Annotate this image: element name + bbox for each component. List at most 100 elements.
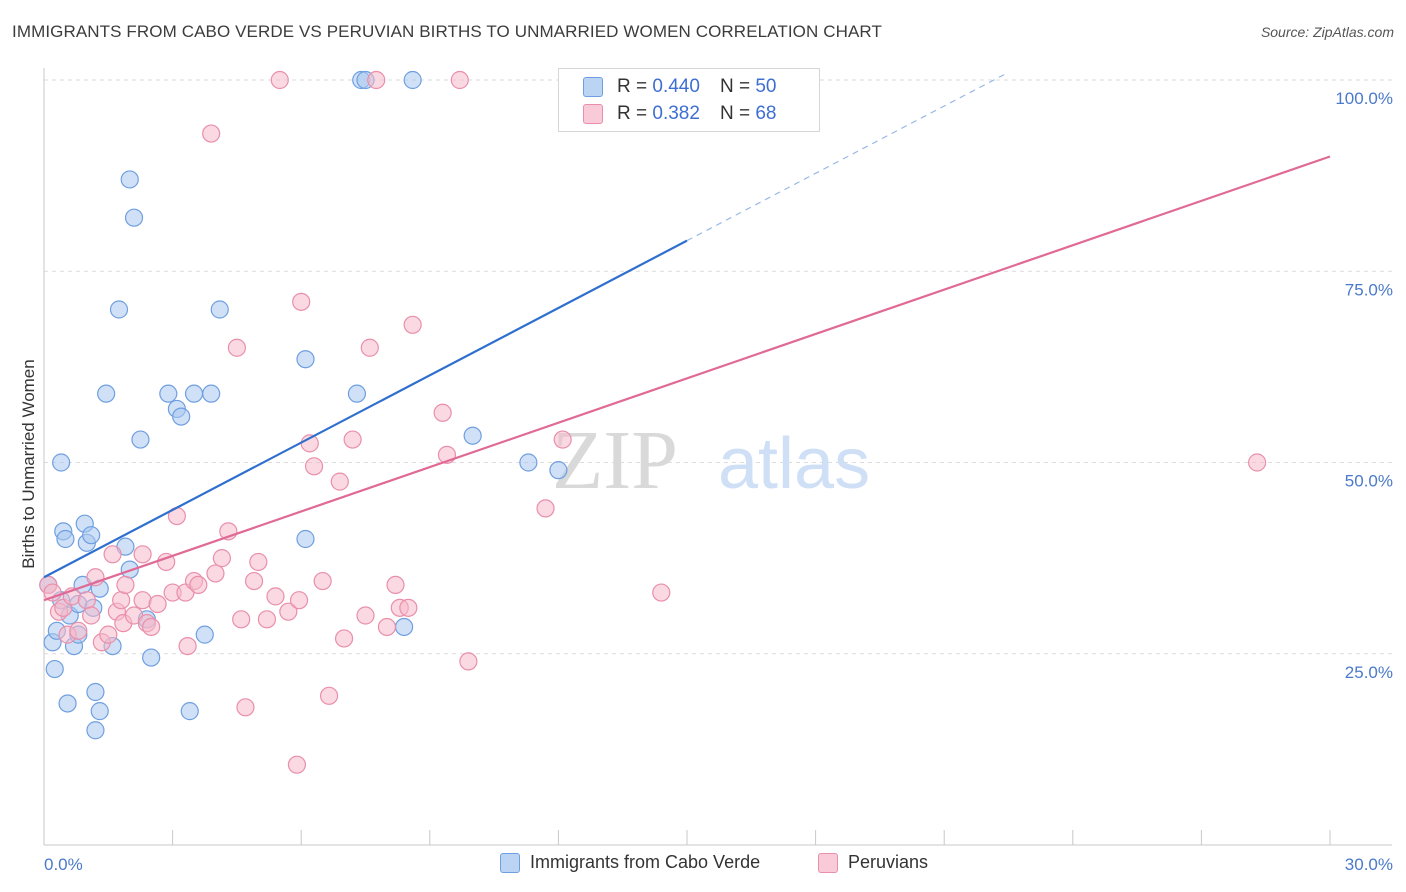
y-axis-label: Births to Unmarried Women — [19, 359, 38, 568]
data-point-peruvians — [77, 591, 96, 610]
data-point-peruvians — [304, 457, 324, 476]
trend-line-cabo-verde — [43, 239, 688, 579]
legend-row-cabo-verde: R = 0.440 N = 50 — [583, 75, 776, 99]
data-point-cabo-verde — [56, 529, 75, 549]
chart-title: IMMIGRANTS FROM CABO VERDE VS PERUVIAN B… — [12, 22, 882, 41]
legend-n-value: 50 — [755, 76, 777, 97]
data-point-peruvians — [236, 698, 255, 717]
data-point-cabo-verde — [58, 694, 77, 713]
points-layer — [39, 70, 1267, 774]
legend-n-value: 68 — [755, 103, 777, 124]
data-point-cabo-verde — [519, 453, 538, 472]
y-tick-label: 100.0% — [1335, 89, 1393, 108]
data-point-cabo-verde — [97, 384, 116, 403]
data-point-cabo-verde — [86, 721, 105, 740]
trend-line-peruvians — [43, 155, 1331, 602]
data-point-cabo-verde — [184, 384, 204, 403]
legend-r-label: R = — [617, 103, 648, 124]
data-point-cabo-verde — [52, 453, 71, 472]
data-point-cabo-verde — [82, 526, 101, 545]
data-point-peruvians — [292, 292, 311, 311]
data-point-cabo-verde — [347, 384, 367, 403]
legend-n-label: N = — [719, 103, 751, 124]
data-point-peruvians — [343, 430, 362, 449]
y-tick-label: 25.0% — [1345, 663, 1393, 682]
legend-r-value: 0.382 — [652, 103, 700, 124]
data-point-cabo-verde — [296, 350, 315, 369]
series-legend-label: Immigrants from Cabo Verde — [530, 852, 761, 872]
data-point-peruvians — [99, 625, 118, 644]
axis-layer — [43, 68, 1392, 846]
x-tick-label-min: 0.0% — [44, 855, 83, 874]
data-point-peruvians — [69, 621, 88, 640]
data-point-cabo-verde — [124, 208, 144, 227]
data-point-peruvians — [270, 70, 289, 90]
data-point-peruvians — [82, 606, 101, 625]
data-point-cabo-verde — [296, 529, 315, 549]
data-point-peruvians — [244, 571, 264, 591]
data-point-peruvians — [279, 602, 298, 621]
y-tick-label: 75.0% — [1345, 280, 1393, 299]
data-point-peruvians — [189, 575, 208, 595]
series-swatch-blue — [500, 852, 520, 873]
data-point-cabo-verde — [180, 702, 199, 721]
data-point-peruvians — [212, 549, 231, 568]
data-point-peruvians — [330, 472, 349, 491]
data-point-peruvians — [399, 598, 418, 617]
watermark: ZIP atlas — [552, 414, 870, 507]
data-point-peruvians — [459, 652, 478, 671]
data-point-peruvians — [403, 315, 422, 334]
series-legend-label: Peruvians — [848, 852, 929, 872]
data-point-cabo-verde — [210, 300, 229, 319]
correlation-legend: R = 0.440 N = 50 R = 0.382 N = 68 — [558, 68, 820, 132]
data-point-peruvians — [287, 755, 307, 774]
data-point-peruvians — [227, 338, 246, 357]
data-point-peruvians — [386, 575, 405, 595]
series-legend-item-cabo-verde[interactable]: Immigrants from Cabo Verde — [500, 852, 760, 873]
legend-n-label: N = — [719, 76, 751, 97]
data-point-cabo-verde — [131, 430, 150, 449]
data-point-peruvians — [202, 124, 221, 143]
data-point-peruvians — [232, 610, 251, 629]
series-legend-item-peruvians[interactable]: Peruvians — [818, 852, 928, 873]
data-point-cabo-verde — [142, 648, 161, 667]
data-point-peruvians — [450, 70, 469, 90]
data-point-peruvians — [313, 571, 332, 591]
data-point-cabo-verde — [549, 461, 568, 480]
legend-swatch-pink — [583, 104, 603, 124]
data-point-peruvians — [133, 591, 152, 610]
data-point-peruvians — [266, 587, 285, 606]
data-point-peruvians — [148, 594, 167, 614]
data-point-cabo-verde — [45, 659, 64, 679]
data-point-cabo-verde — [159, 384, 178, 403]
data-point-cabo-verde — [202, 384, 221, 403]
data-point-peruvians — [1248, 453, 1267, 472]
grid-layer: 25.0% 50.0% 75.0% 100.0% — [44, 79, 1393, 682]
trend-line-cabo-verde-extension — [686, 71, 1009, 242]
data-point-cabo-verde — [109, 300, 129, 319]
x-tick-label-max: 30.0% — [1345, 855, 1393, 874]
data-point-peruvians — [553, 430, 572, 449]
data-point-cabo-verde — [86, 682, 105, 702]
data-point-cabo-verde — [120, 170, 139, 189]
series-swatch-pink — [818, 852, 838, 873]
data-point-peruvians — [319, 686, 339, 705]
data-point-peruvians — [367, 70, 386, 90]
data-point-peruvians — [433, 403, 452, 422]
legend-swatch-blue — [583, 77, 603, 97]
legend-r-label: R = — [617, 76, 648, 97]
data-point-peruvians — [289, 591, 309, 610]
y-tick-label: 50.0% — [1345, 472, 1393, 491]
data-point-peruvians — [257, 610, 277, 629]
trend-layer — [43, 71, 1331, 602]
data-point-cabo-verde — [195, 625, 214, 644]
data-point-peruvians — [249, 552, 268, 572]
data-point-peruvians — [116, 575, 135, 595]
data-point-peruvians — [112, 591, 131, 610]
watermark-zip: ZIP — [552, 414, 678, 507]
data-point-peruvians — [377, 617, 397, 637]
data-point-cabo-verde — [394, 617, 414, 637]
data-point-peruvians — [103, 545, 122, 564]
series-legend: Immigrants from Cabo Verde Peruvians — [0, 852, 1406, 878]
legend-row-peruvians: R = 0.382 N = 68 — [583, 102, 776, 126]
